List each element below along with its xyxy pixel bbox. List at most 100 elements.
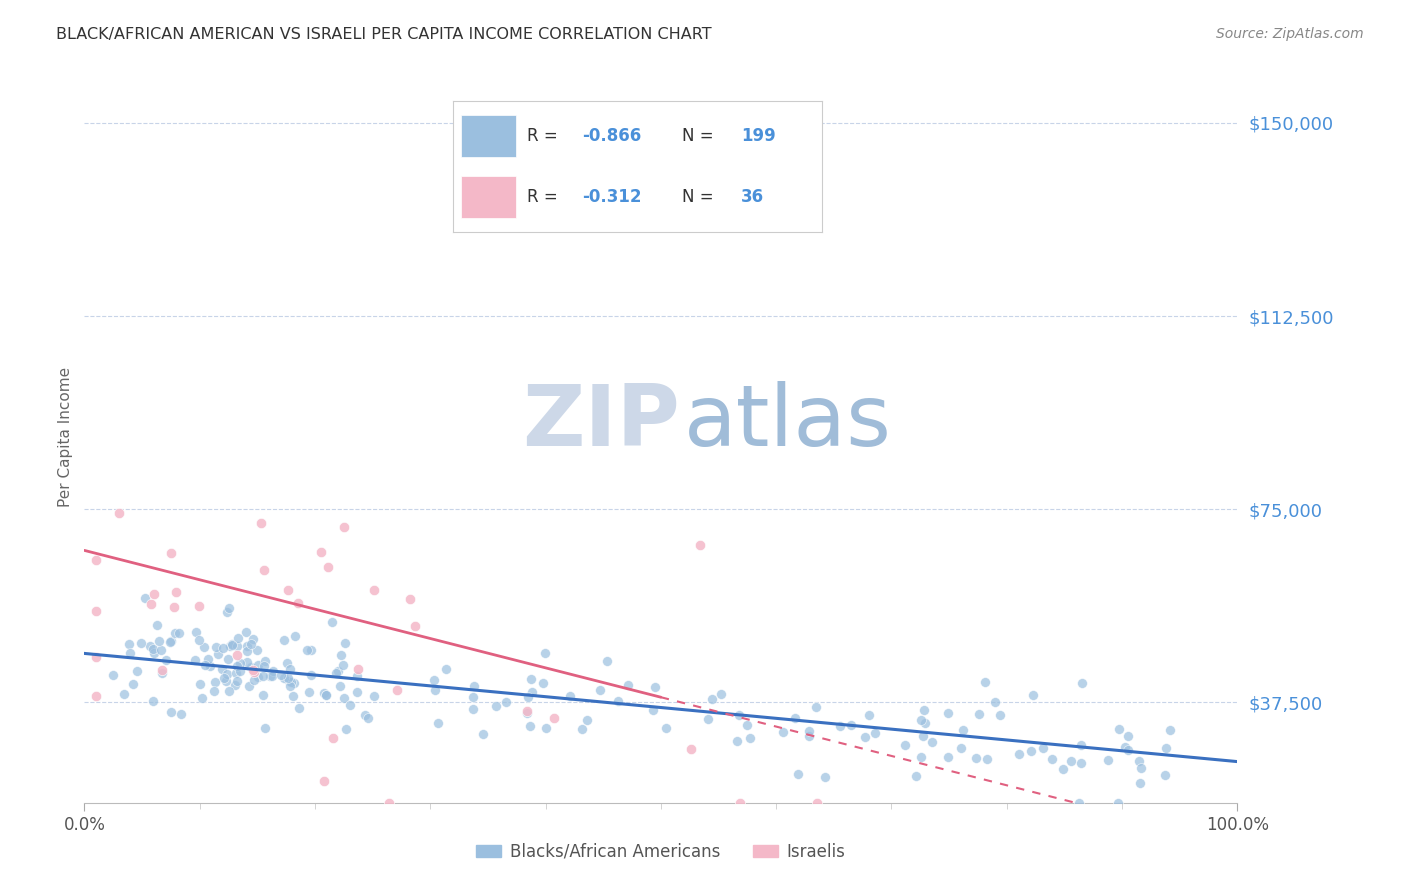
Point [187,599,209,613]
Point [287,597,309,611]
Point [728,707,751,722]
Point [427,716,450,731]
Point [339,698,361,712]
Point [167,625,190,640]
Point [531,676,554,690]
Point [806,796,828,810]
Point [385,683,408,698]
Point [242,663,264,677]
Point [187,633,209,648]
Point [297,642,319,657]
Point [160,706,183,720]
Point [253,722,276,736]
Point [146,618,169,632]
Point [1114,740,1136,755]
Point [974,674,997,689]
Point [141,597,163,611]
Point [893,738,915,752]
Point [221,638,243,652]
Point [495,695,517,709]
Point [170,707,193,722]
Point [967,706,990,721]
Point [127,664,149,678]
Point [219,639,242,653]
Point [950,741,973,756]
Point [1118,729,1140,743]
Point [346,669,368,683]
Point [218,601,240,615]
Point [309,544,332,558]
Point [783,711,806,725]
Point [240,660,263,674]
Point [576,713,599,727]
Point [299,643,322,657]
Point [485,698,508,713]
Point [284,629,307,643]
Point [155,653,177,667]
Point [399,591,422,606]
Point [217,667,239,681]
Point [938,706,960,720]
Point [1130,761,1153,775]
Point [101,667,124,681]
Point [911,729,934,743]
Point [910,713,932,727]
Point [910,749,932,764]
Point [325,666,347,681]
Point [952,723,974,738]
Point [235,639,257,653]
Point [772,725,794,739]
Point [1070,756,1092,770]
Point [212,641,235,656]
Point [799,729,821,743]
Point [193,640,215,654]
Point [921,735,943,749]
Point [112,688,135,702]
Text: Source: ZipAtlas.com: Source: ZipAtlas.com [1216,27,1364,41]
Point [988,707,1011,722]
Point [281,690,304,704]
Point [689,538,711,552]
Point [214,671,236,685]
Point [1008,747,1031,761]
Point [211,662,233,676]
Point [322,731,344,745]
Point [142,694,165,708]
Point [312,774,335,789]
Point [273,633,295,648]
Point [193,657,215,672]
Point [190,690,212,705]
Point [165,584,187,599]
Point [142,647,165,661]
Point [1060,754,1083,768]
Point [710,687,733,701]
Point [560,690,582,704]
Point [1107,796,1129,810]
Point [118,646,141,660]
Point [160,633,183,648]
Point [1128,754,1150,768]
Point [533,646,555,660]
Point [184,653,207,667]
Point [205,640,228,655]
Point [1116,743,1139,757]
Point [404,619,426,633]
Point [702,691,724,706]
Point [335,722,357,736]
Point [589,682,612,697]
Point [204,675,226,690]
Point [596,654,619,668]
Point [786,767,808,781]
Point [163,599,186,614]
Point [516,706,538,720]
Point [160,546,183,560]
Point [378,796,401,810]
Point [333,691,356,706]
Point [253,563,276,577]
Point [225,666,247,681]
Point [149,643,172,657]
Point [1154,741,1177,756]
Text: atlas: atlas [683,381,891,464]
Point [252,688,274,702]
Point [278,673,301,688]
